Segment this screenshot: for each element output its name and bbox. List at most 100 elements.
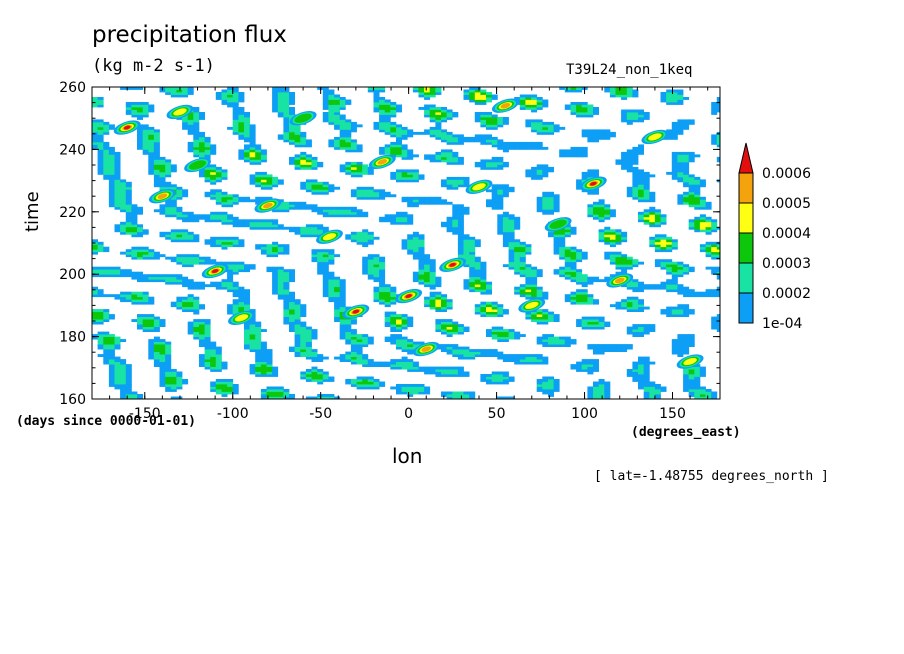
heatmap-cell [131, 256, 138, 260]
heatmap-cell [446, 334, 453, 337]
heatmap-cell [621, 97, 628, 100]
heatmap-cell [604, 256, 611, 260]
heatmap-cell [362, 344, 369, 347]
heatmap-cell [322, 214, 329, 218]
heatmap-cell [131, 396, 138, 399]
heatmap-cell [508, 231, 515, 235]
heatmap-cell [182, 121, 189, 125]
heatmap-cell [114, 194, 121, 198]
heatmap-cell [170, 199, 177, 203]
heatmap-cell [159, 369, 166, 372]
heatmap-cell [379, 264, 386, 268]
heatmap-cell [536, 384, 543, 387]
heatmap-cell [469, 97, 476, 100]
heatmap-cell [244, 149, 250, 153]
heatmap-cell [266, 359, 273, 362]
heatmap-cell [350, 384, 357, 387]
heatmap-cell [491, 301, 498, 305]
heatmap-cell [137, 249, 143, 253]
heatmap-cell [649, 214, 656, 218]
heatmap-cell [159, 319, 166, 322]
heatmap-cell [148, 339, 155, 342]
heatmap-cell [525, 246, 532, 250]
heatmap-cell [142, 314, 149, 317]
heatmap-cell [289, 324, 295, 327]
heatmap-cell [435, 199, 442, 203]
heatmap-cell [497, 121, 504, 125]
heatmap-cell [542, 194, 549, 198]
heatmap-cell [570, 249, 577, 253]
heatmap-cell [638, 384, 644, 387]
heatmap-cell [502, 334, 509, 337]
heatmap-cell [671, 279, 678, 283]
heatmap-cell [463, 184, 470, 188]
heatmap-cell [429, 259, 436, 263]
heatmap-cell [441, 369, 447, 372]
heatmap-cell [97, 154, 104, 158]
heatmap-cell [514, 226, 521, 230]
heatmap-cell [255, 201, 262, 205]
heatmap-cell [638, 181, 644, 185]
heatmap-cell [300, 334, 307, 337]
heatmap-cell [283, 126, 290, 130]
heatmap-cell [660, 266, 667, 270]
heatmap-cell [289, 329, 295, 332]
heatmap-cell [210, 389, 217, 392]
heatmap-cell [677, 102, 684, 105]
heatmap-cell [339, 131, 346, 135]
heatmap-cell [491, 326, 498, 330]
heatmap-cell [305, 181, 312, 185]
heatmap-cell [452, 354, 459, 357]
heatmap-cell [97, 241, 104, 245]
heatmap-cell [255, 246, 262, 250]
heatmap-cell [311, 369, 318, 372]
heatmap-cell [688, 219, 695, 223]
heatmap-cell [497, 336, 504, 340]
heatmap-cell [176, 279, 183, 283]
heatmap-cell [125, 369, 132, 372]
heatmap-cell [576, 294, 583, 298]
heatmap-cell [396, 339, 402, 342]
heatmap-cell [502, 374, 509, 377]
heatmap-cell [435, 374, 442, 377]
heatmap-cell [244, 321, 250, 325]
heatmap-cell [711, 326, 718, 330]
heatmap-cell [215, 281, 222, 285]
heatmap-cell [277, 109, 284, 113]
heatmap-cell [322, 206, 329, 210]
heatmap-cell [396, 179, 402, 183]
heatmap-cell [621, 301, 628, 305]
heatmap-cell [576, 289, 583, 293]
data-cell [188, 160, 207, 170]
heatmap-cell [688, 201, 695, 205]
heatmap-cell [429, 126, 436, 130]
heatmap-cell [401, 321, 408, 325]
heatmap-cell [379, 276, 386, 280]
heatmap-cell [114, 381, 121, 385]
heatmap-cell [148, 151, 155, 155]
heatmap-cell [176, 239, 183, 243]
heatmap-cell [677, 344, 684, 347]
heatmap-cell [469, 246, 476, 250]
heatmap-cell [581, 114, 588, 118]
heatmap-cell [215, 216, 222, 220]
heatmap-cell [643, 114, 650, 118]
heatmap-cell [390, 321, 397, 325]
heatmap-cell [334, 396, 341, 399]
heatmap-cell [598, 204, 605, 208]
heatmap-cell [283, 251, 290, 255]
heatmap-cell [215, 174, 222, 178]
heatmap-cell [277, 136, 284, 140]
heatmap-cell [210, 176, 217, 180]
heatmap-cell [379, 107, 386, 110]
heatmap-cell [666, 241, 673, 245]
heatmap-cell [474, 264, 481, 268]
heatmap-cell [671, 134, 678, 138]
heatmap-cell [593, 112, 599, 115]
data-cell [211, 269, 219, 274]
heatmap-cell [424, 256, 431, 260]
heatmap-cell [266, 269, 273, 273]
heatmap-cell [609, 254, 616, 258]
heatmap-cell [120, 269, 127, 273]
heatmap-cell [457, 354, 464, 357]
